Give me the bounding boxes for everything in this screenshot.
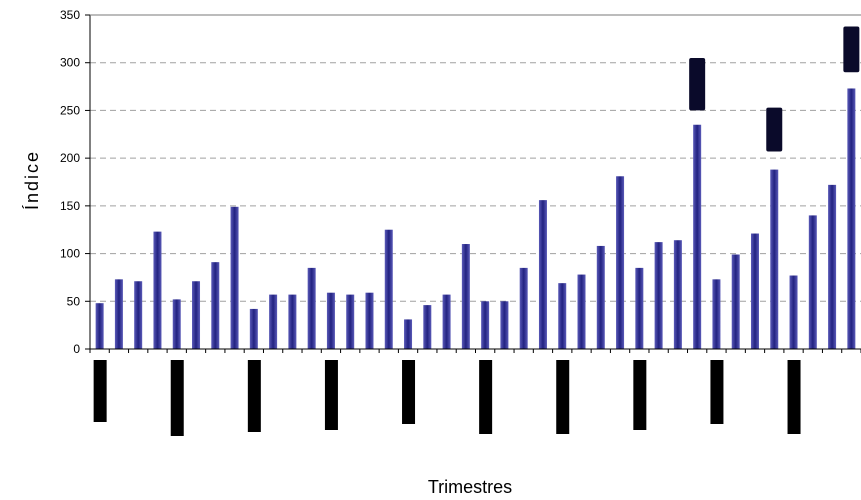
y-tick-label: 300 <box>60 56 80 70</box>
bar <box>789 275 798 349</box>
y-axis-title: Índice <box>22 150 42 210</box>
bar <box>423 305 432 349</box>
bar <box>404 319 413 349</box>
bar <box>808 215 817 349</box>
x-category-labels <box>89 349 861 436</box>
bar <box>635 267 644 349</box>
bar <box>596 245 605 349</box>
bar <box>153 231 162 349</box>
bar <box>134 281 143 349</box>
x-category-label <box>93 360 107 422</box>
bar <box>192 281 201 349</box>
bar <box>211 262 220 349</box>
value-label-mark <box>689 57 706 111</box>
value-label-mark <box>766 107 783 152</box>
bar <box>828 184 837 349</box>
bar <box>577 274 586 349</box>
bar <box>770 169 779 349</box>
axes <box>89 14 861 350</box>
bar <box>365 292 374 349</box>
bar <box>249 308 258 349</box>
bar <box>847 88 856 349</box>
bar <box>481 301 490 349</box>
y-tick-label: 350 <box>60 8 80 22</box>
y-tick-label: 150 <box>60 199 80 213</box>
bar <box>538 200 547 349</box>
bar <box>346 294 355 349</box>
bar <box>230 206 239 349</box>
bar <box>558 283 567 349</box>
bar <box>519 267 528 349</box>
x-axis-title: Trimestres <box>428 477 512 497</box>
y-tick-label: 100 <box>60 247 80 261</box>
x-category-label <box>787 360 801 434</box>
bar <box>384 229 393 349</box>
x-category-label <box>170 360 184 436</box>
bar <box>307 267 316 349</box>
bar <box>288 294 297 349</box>
value-label-mark <box>843 26 860 73</box>
x-category-label <box>402 360 416 424</box>
x-category-label <box>710 360 724 424</box>
bar <box>712 279 721 349</box>
bars <box>95 88 856 349</box>
bar <box>616 176 625 349</box>
y-tick-label: 200 <box>60 151 80 165</box>
x-category-label <box>324 360 338 430</box>
bar <box>172 299 181 349</box>
bar <box>461 244 470 349</box>
bar <box>731 254 740 349</box>
bar <box>654 242 663 349</box>
y-tick-labels: 0 50 100 150 200 250 300 350 <box>60 8 90 356</box>
value-overlay-marks <box>689 26 860 152</box>
bar <box>442 294 451 349</box>
bar <box>269 294 278 349</box>
gridlines <box>90 14 861 302</box>
bar <box>114 279 123 349</box>
y-tick-label: 0 <box>73 342 80 356</box>
y-tick-label: 50 <box>67 294 81 308</box>
bar <box>693 124 702 349</box>
x-category-label <box>479 360 493 434</box>
bar <box>95 303 104 349</box>
x-category-label <box>556 360 570 434</box>
bar <box>326 292 335 349</box>
y-tick-label: 250 <box>60 103 80 117</box>
bar <box>673 240 682 349</box>
x-category-label <box>247 360 261 432</box>
bar <box>500 301 509 349</box>
x-category-label <box>633 360 647 430</box>
bar <box>750 233 759 349</box>
